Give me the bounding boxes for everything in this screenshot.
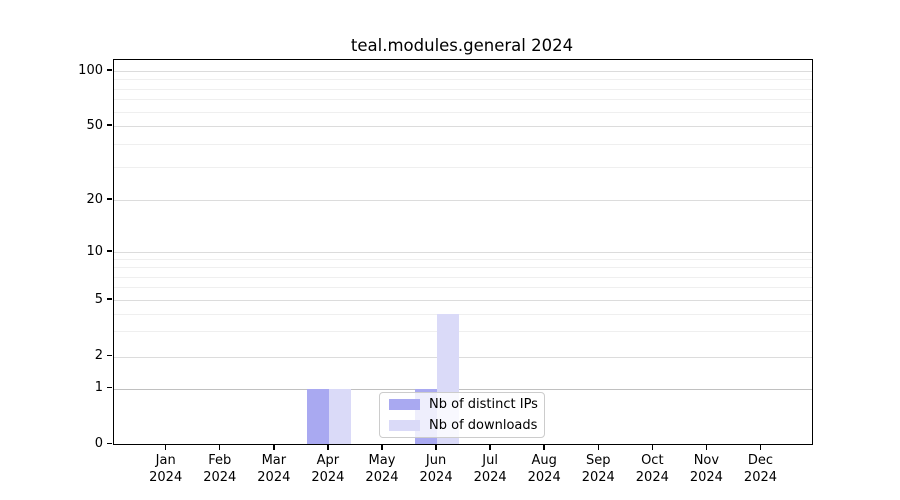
y-tick-mark-20	[107, 198, 112, 200]
major-gridline-20	[114, 200, 812, 201]
y-tick-label-100: 100	[78, 62, 103, 78]
minor-gridline-9	[114, 259, 812, 261]
y-tick-label-10: 10	[86, 243, 103, 259]
legend-label-downloads: Nb of downloads	[429, 418, 538, 433]
x-tick-mark-oct	[651, 444, 654, 450]
minor-gridline-80	[114, 88, 812, 90]
y-tick-label-2: 2	[94, 348, 103, 363]
major-gridline-1	[114, 388, 812, 390]
major-gridline-2	[114, 356, 812, 358]
legend-box: Nb of distinct IPs Nb of downloads	[379, 392, 545, 438]
x-tick-mark-jul	[489, 444, 491, 450]
x-tick-mark-jan	[165, 444, 167, 450]
chart-title: teal.modules.general 2024	[350, 36, 574, 55]
x-tick-label-jun: Jun 2024	[419, 453, 453, 485]
x-tick-label-mar: Mar 2024	[257, 453, 291, 485]
minor-gridline-70	[114, 99, 812, 101]
y-tick-mark-100	[107, 69, 112, 71]
legend-label-distinct-ips: Nb of distinct IPs	[429, 397, 538, 412]
major-gridline-100	[114, 71, 812, 72]
bar-downloads-apr	[328, 388, 351, 444]
x-tick-mark-feb	[219, 444, 221, 450]
major-gridline-10	[114, 252, 812, 253]
major-gridline-5	[114, 300, 812, 301]
x-tick-label-jul: Jul 2024	[473, 453, 507, 485]
x-tick-label-jan: Jan 2024	[149, 453, 183, 485]
legend-entry-distinct-ips: Nb of distinct IPs	[380, 396, 544, 413]
minor-gridline-7	[114, 276, 812, 278]
y-tick-mark-5	[107, 298, 112, 300]
x-tick-label-sep: Sep 2024	[581, 453, 615, 485]
legend-swatch-downloads	[389, 420, 420, 431]
y-tick-label-1: 1	[94, 380, 103, 395]
x-tick-label-apr: Apr 2024	[311, 453, 345, 485]
y-tick-mark-0	[107, 442, 112, 445]
x-tick-label-nov: Nov 2024	[689, 453, 723, 485]
x-tick-mark-aug	[543, 444, 545, 450]
x-tick-mark-sep	[597, 444, 599, 450]
legend-entry-downloads: Nb of downloads	[380, 417, 544, 434]
y-tick-label-5: 5	[94, 291, 103, 307]
major-gridline-50	[114, 126, 812, 127]
x-tick-mark-nov	[705, 444, 708, 450]
y-tick-label-50: 50	[86, 117, 103, 133]
y-tick-label-20: 20	[86, 191, 103, 207]
y-tick-mark-2	[107, 354, 112, 357]
x-tick-mark-apr	[327, 444, 329, 450]
minor-gridline-60	[114, 111, 812, 113]
x-tick-label-feb: Feb 2024	[203, 453, 237, 485]
y-tick-mark-1	[107, 386, 112, 389]
x-tick-label-oct: Oct 2024	[635, 453, 669, 485]
minor-gridline-4	[114, 313, 812, 315]
x-tick-mark-jun	[435, 444, 437, 450]
x-tick-label-may: May 2024	[365, 453, 399, 485]
minor-gridline-3	[114, 331, 812, 333]
x-tick-label-dec: Dec 2024	[743, 453, 778, 485]
minor-gridline-90	[114, 79, 812, 81]
y-tick-mark-10	[107, 250, 112, 252]
x-tick-mark-mar	[273, 444, 275, 450]
x-tick-mark-may	[381, 444, 383, 450]
x-tick-label-aug: Aug 2024	[527, 453, 561, 485]
minor-gridline-8	[114, 267, 812, 269]
bar-distinct-ips-apr	[306, 388, 329, 444]
minor-gridline-40	[114, 144, 812, 146]
minor-gridline-30	[114, 167, 812, 169]
minor-gridline-6	[114, 287, 812, 289]
x-tick-mark-dec	[759, 444, 762, 450]
y-tick-mark-50	[107, 124, 112, 126]
legend-swatch-distinct-ips	[389, 399, 420, 410]
plot-area: Nb of distinct IPs Nb of downloads	[113, 59, 813, 445]
y-tick-label-0: 0	[94, 436, 103, 451]
